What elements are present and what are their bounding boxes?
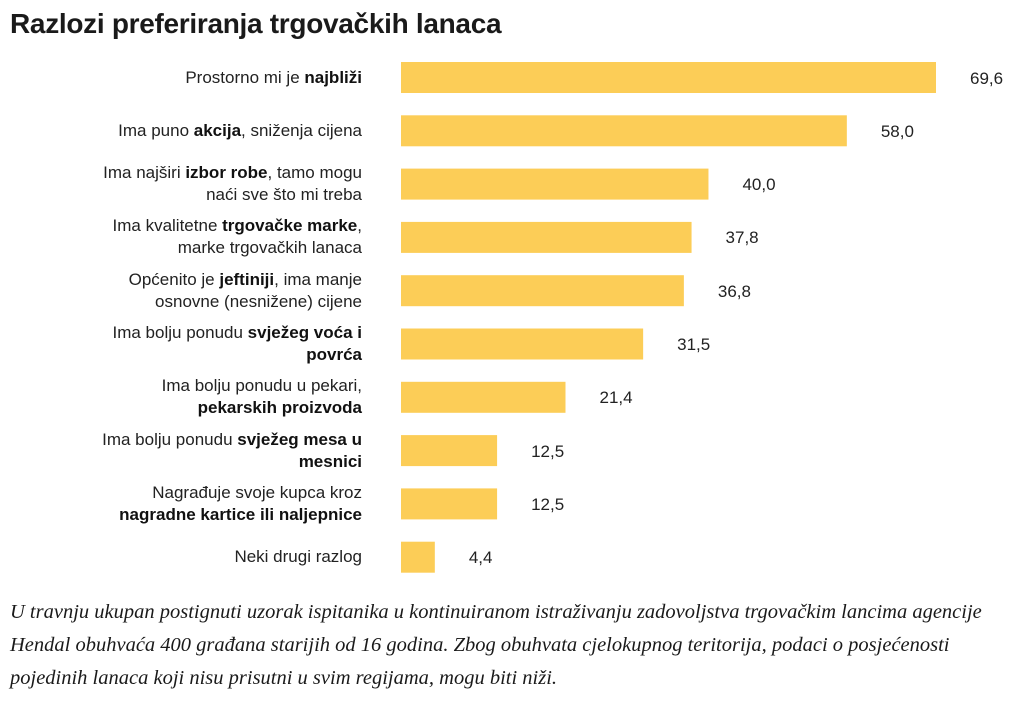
value-label: 21,4 <box>599 388 633 408</box>
value-label: 12,5 <box>531 441 565 461</box>
bar <box>401 115 847 147</box>
bar <box>401 381 566 413</box>
value-label: 4,4 <box>468 548 493 568</box>
category-label: Ima kvalitetne trgovačke marke, marke trg… <box>112 216 362 258</box>
chart-title: Razlozi preferiranja trgovačkih lanaca <box>10 8 502 39</box>
category-label: Ima puno akcija, sniženja cijena <box>118 120 362 140</box>
bar <box>401 488 498 520</box>
category-label: Neki drugi razlog <box>234 547 362 567</box>
category-label: Općenito je jeftiniji, ima manje osnovne … <box>128 269 362 311</box>
category-label: Ima najširi izbor robe, tamo mogu naći sv… <box>103 163 362 205</box>
value-label: 12,5 <box>531 494 565 514</box>
category-label: Prostorno mi je najbliži <box>185 67 362 87</box>
bar <box>401 275 684 307</box>
value-label: 31,5 <box>677 335 711 354</box>
bar <box>401 62 936 93</box>
category-label: Ima bolju ponudu svježeg voća i povrća <box>112 323 363 364</box>
value-label: 37,8 <box>725 228 759 248</box>
value-label: 40,0 <box>742 175 776 195</box>
value-label: 58,0 <box>880 121 914 141</box>
bar <box>401 541 435 573</box>
footnote: U travnju ukupan postignuti uzorak ispit… <box>10 601 982 689</box>
category-label: Ima bolju ponudu u pekari, pekarskih proi… <box>161 376 362 418</box>
bar <box>401 328 644 360</box>
bar <box>401 221 692 253</box>
value-label: 69,6 <box>970 68 1004 88</box>
bar-chart <box>401 62 936 573</box>
category-label: Ima bolju ponudu svježeg mesa u mesnici <box>102 429 362 471</box>
value-label: 36,8 <box>717 281 751 301</box>
category-label: Nagrađuje svoje kupca kroz nagradne karti… <box>119 482 362 524</box>
bar <box>401 168 709 200</box>
bar <box>401 435 498 467</box>
